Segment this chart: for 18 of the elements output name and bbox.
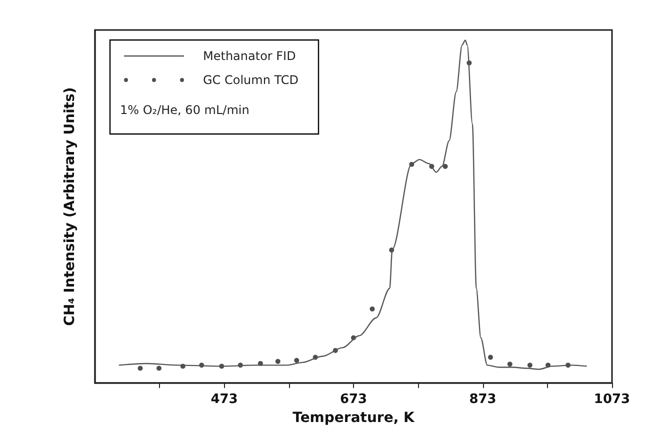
point <box>156 366 162 371</box>
annotation: 1% O₂/He, 60 mL/min <box>120 103 250 117</box>
point <box>138 366 143 371</box>
legend-label: Methanator FID <box>203 49 296 63</box>
point <box>527 362 532 368</box>
point <box>442 164 448 169</box>
x-tick-label: 473 <box>210 392 238 407</box>
point <box>488 354 494 360</box>
legend-label: GC Column TCD <box>203 73 299 87</box>
y-axis-title: CH₄ Intensity (Arbitrary Units) <box>62 87 78 326</box>
point <box>507 362 512 367</box>
point <box>370 306 375 312</box>
x-tick-label: 873 <box>469 392 496 407</box>
point <box>275 358 280 364</box>
x-axis-title: Temperature, K <box>292 410 416 426</box>
point <box>294 358 300 363</box>
x-tick-label: 673 <box>340 392 368 407</box>
x-tick-label: 1073 <box>594 392 630 407</box>
